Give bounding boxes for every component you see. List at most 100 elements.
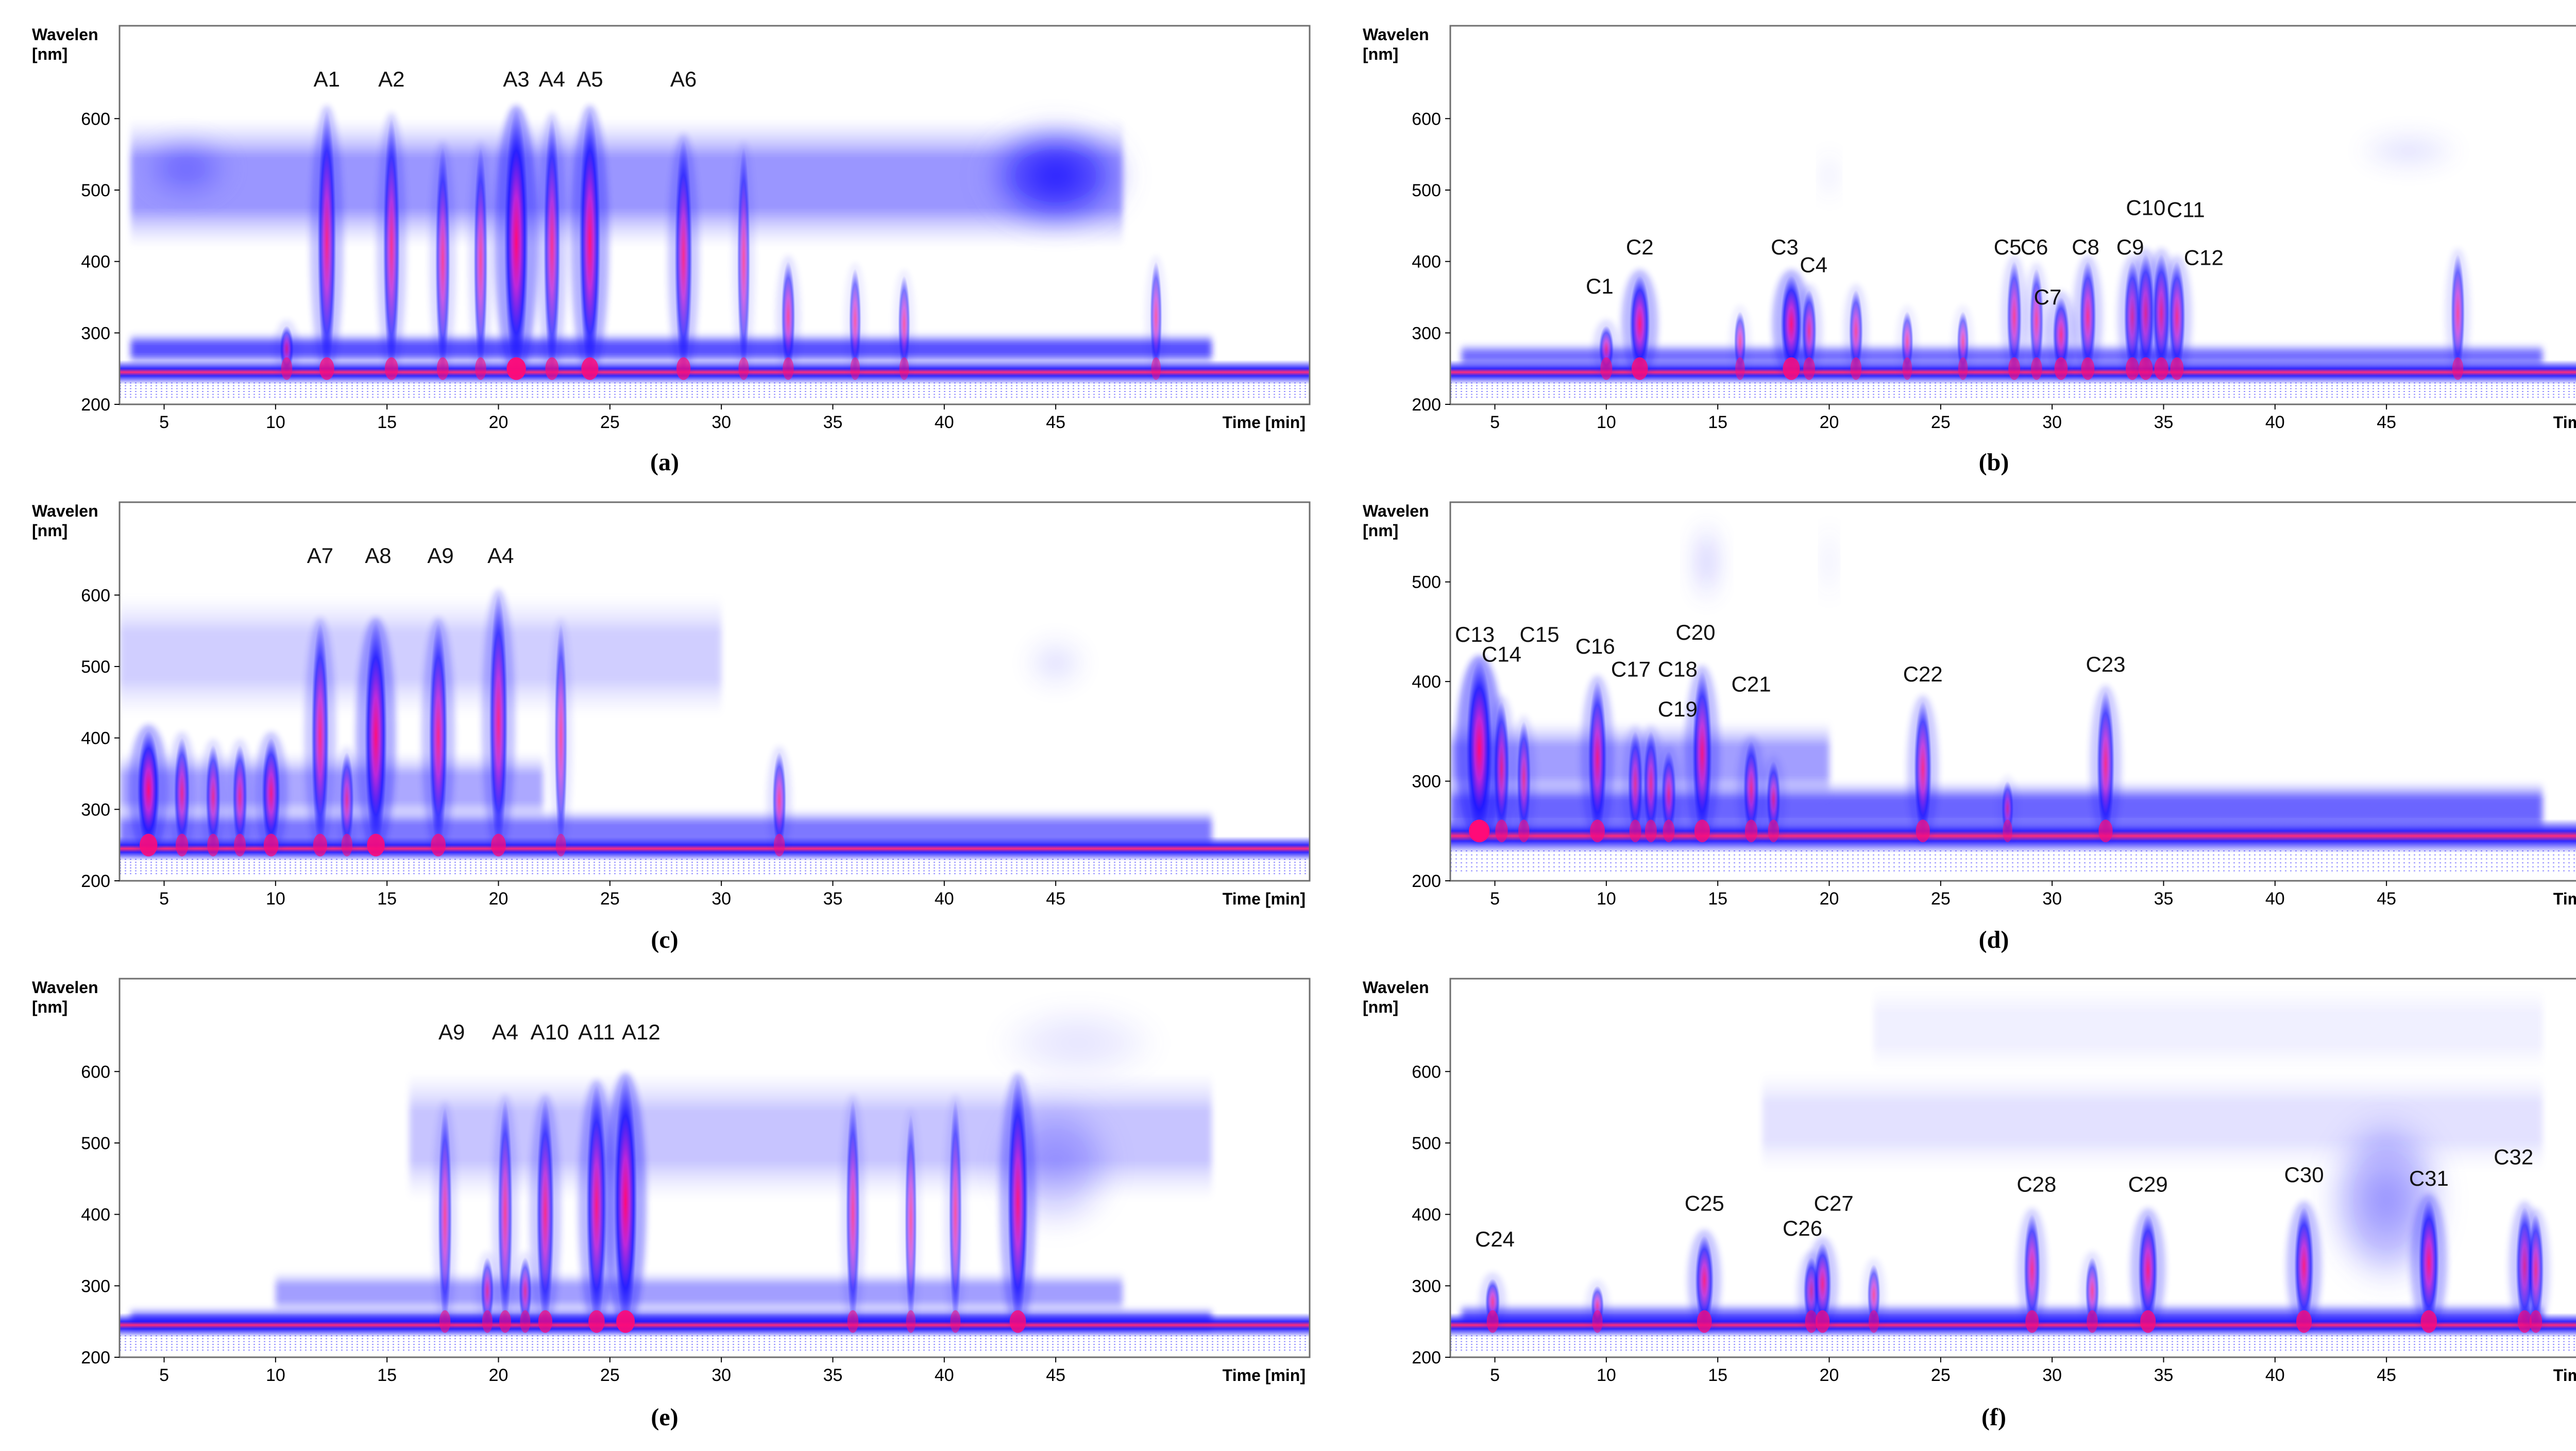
peak-mark [2029, 268, 2044, 372]
diffuse-blob [1822, 147, 1836, 204]
heatmap-area [1450, 517, 2576, 872]
peak-label: C19 [1658, 697, 1698, 721]
peak-base [439, 1310, 451, 1333]
peak-base [588, 1310, 605, 1333]
peak-base [2140, 1310, 2156, 1333]
peak-label: A8 [365, 543, 391, 568]
x-tick-label: 25 [1931, 1365, 1951, 1385]
peak-base [738, 357, 749, 380]
peak-base [1694, 820, 1710, 843]
peak-base [1783, 357, 1800, 380]
peak-mark [504, 111, 529, 372]
peak-label: A4 [492, 1020, 518, 1044]
peak-base [207, 833, 219, 857]
peak-mark [2053, 297, 2070, 372]
peak-mark [1466, 661, 1493, 836]
baseline-band [120, 837, 1310, 861]
peak-base [2087, 1310, 2098, 1333]
peak-label: C14 [1482, 642, 1521, 666]
diffuse-blob [1022, 634, 1090, 692]
peak-base [2452, 357, 2464, 380]
y-tick-label: 400 [81, 729, 110, 748]
peak-base [1663, 820, 1675, 843]
peak-base [384, 357, 398, 380]
heatmap-area [120, 1000, 1310, 1351]
peak-base [581, 357, 599, 380]
x-tick-label: 35 [2154, 413, 2174, 432]
peak-label: C12 [2184, 246, 2224, 270]
y-tick-label: 400 [81, 252, 110, 272]
peak-mark [206, 745, 221, 849]
y-axis-label: Wavelen [1363, 25, 1429, 44]
x-axis-label: Time [min] [1223, 1366, 1306, 1385]
panel-e: Wavelen[nm] 200 300 400 500 600 5 10 15 20 25 30 35 4… [32, 978, 1311, 1431]
peak-mark [2079, 261, 2096, 372]
x-tick-label: 10 [266, 1365, 285, 1385]
y-tick-label: 600 [1412, 109, 1441, 129]
peak-mark [232, 745, 248, 849]
peak-base [2154, 357, 2168, 380]
x-tick-label: 30 [711, 413, 731, 432]
peak-base [319, 357, 334, 380]
y-tick-label: 300 [81, 1276, 110, 1296]
y-axis-unit: [nm] [1363, 998, 1398, 1016]
peak-mark [1914, 701, 1932, 836]
haze-band [1874, 985, 2543, 1072]
peak-label: A9 [427, 543, 453, 568]
x-tick-label: 40 [2265, 889, 2285, 909]
x-tick-label: 5 [1490, 413, 1500, 432]
peak-base [1744, 820, 1758, 843]
haze-band [130, 118, 1123, 247]
peak-base [1850, 357, 1862, 380]
peak-base [1151, 357, 1161, 380]
peak-base [499, 1310, 512, 1333]
x-tick-label: 5 [159, 889, 169, 909]
panel-b: Wavelen[nm] 200 300 400 500 600 5 10 15 20 25 30 35 4… [1363, 25, 2576, 476]
plot-frame [118, 978, 1311, 1358]
peak-mark [1692, 671, 1712, 836]
peak-mark [489, 595, 508, 849]
y-tick-label: 500 [1412, 1134, 1441, 1153]
peak-label: A12 [622, 1020, 660, 1044]
y-tick-label: 600 [81, 109, 110, 129]
x-tick-label: 15 [1708, 413, 1727, 432]
x-axis-label: Time [min] [2553, 413, 2576, 432]
peak-base [555, 833, 566, 857]
y-tick-label: 200 [81, 395, 110, 415]
x-tick-label: 15 [1708, 1365, 1727, 1385]
peak-base [1469, 820, 1490, 843]
peak-mark [2451, 254, 2465, 372]
x-tick-label: 10 [1597, 413, 1616, 432]
x-axis-label: Time [min] [1223, 890, 1306, 908]
x-tick-label: 45 [2377, 413, 2396, 432]
peak-mark [1957, 311, 1969, 372]
peak-label: C1 [1586, 274, 1614, 298]
x-axis-label: Time [min] [2553, 890, 2576, 908]
peak-label: C11 [2167, 198, 2205, 222]
peak-mark [383, 118, 400, 372]
peak-base [2296, 1310, 2312, 1333]
y-tick-label: 200 [1412, 1348, 1441, 1368]
peak-base [1815, 1310, 1830, 1333]
peak-mark [2085, 1257, 2099, 1325]
peak-label: C24 [1475, 1227, 1515, 1251]
peak-base [436, 357, 449, 380]
x-tick-label: 25 [1931, 413, 1951, 432]
x-tick-label: 30 [2042, 413, 2062, 432]
x-tick-label: 30 [2042, 1365, 2062, 1385]
peak-label: C13 [1455, 622, 1495, 646]
y-tick-label: 300 [81, 323, 110, 343]
peak-base [2054, 357, 2068, 380]
x-tick-label: 45 [2377, 889, 2396, 909]
peak-label: C21 [1732, 672, 1771, 696]
peak-mark [898, 276, 910, 372]
baseline-band [120, 1313, 1310, 1338]
peak-base [1868, 1310, 1879, 1333]
peak-mark [262, 738, 281, 849]
plot-frame [118, 25, 1311, 405]
peak-base [491, 833, 506, 857]
y-tick-label: 600 [81, 586, 110, 605]
peak-mark [544, 118, 561, 372]
panel-caption: (f) [1981, 1404, 2006, 1431]
